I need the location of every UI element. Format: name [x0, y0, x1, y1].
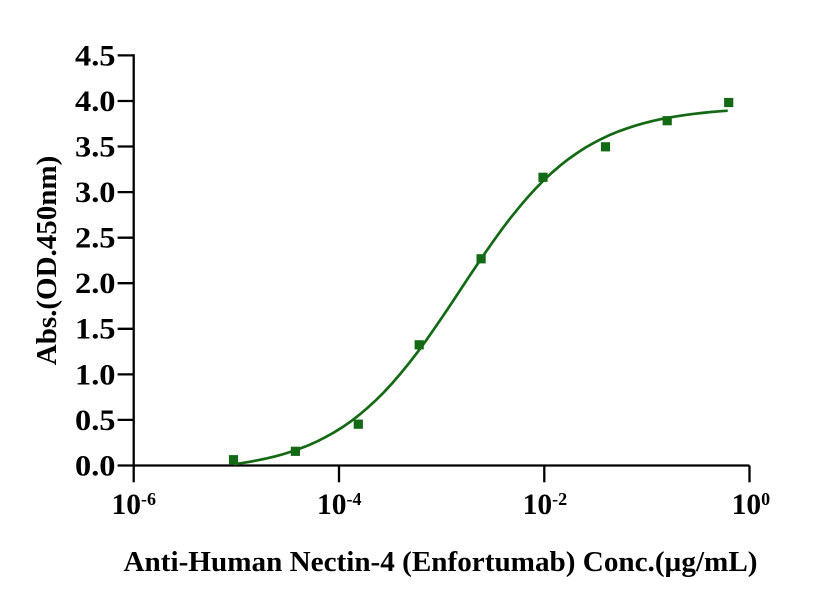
- svg-text:1.0: 1.0: [75, 359, 116, 391]
- svg-text:0.0: 0.0: [75, 450, 116, 482]
- svg-text:3.0: 3.0: [75, 177, 116, 209]
- svg-text:Abs.(OD.450nm): Abs.(OD.450nm): [31, 156, 63, 365]
- svg-text:4.5: 4.5: [75, 40, 116, 72]
- svg-text:1.5: 1.5: [75, 314, 116, 346]
- svg-text:Anti-Human Nectin-4 (Enfortuma: Anti-Human Nectin-4 (Enfortumab) Conc.(µ…: [124, 546, 758, 578]
- svg-text:0.5: 0.5: [75, 405, 116, 437]
- svg-text:4.0: 4.0: [75, 86, 116, 118]
- svg-text:2.0: 2.0: [75, 268, 116, 300]
- svg-text:3.5: 3.5: [75, 131, 116, 163]
- svg-text:2.5: 2.5: [75, 223, 116, 255]
